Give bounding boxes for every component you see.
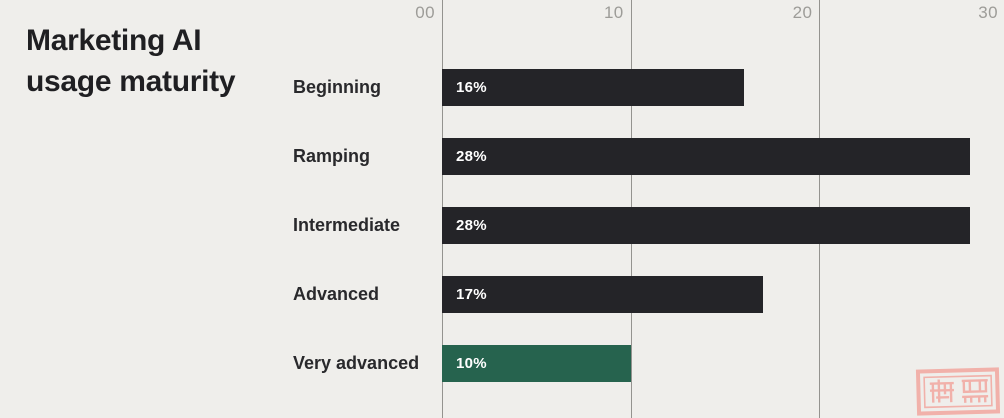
tick-label-10: 10: [603, 3, 624, 22]
bar-value-label: 16%: [456, 79, 487, 96]
bar-value-label: 28%: [456, 148, 487, 165]
bar-row: Beginning 16%: [0, 69, 1004, 106]
bar-row: Ramping 28%: [0, 138, 1004, 175]
category-label: Ramping: [293, 146, 371, 166]
tick-label-20: 20: [792, 3, 813, 22]
bar-value-label: 10%: [456, 355, 487, 372]
chart-title-line1: Marketing AI: [26, 24, 202, 57]
chart-title-line2: usage maturity: [26, 65, 236, 98]
bar: 17%: [442, 276, 763, 313]
bar: 10%: [442, 345, 631, 382]
bar-row: Intermediate 28%: [0, 207, 1004, 244]
bar: 28%: [442, 207, 970, 244]
category-label: Intermediate: [293, 215, 401, 235]
bar-row: Very advanced 10%: [0, 345, 1004, 382]
bar: 16%: [442, 69, 744, 106]
tick-label-00: 00: [415, 3, 435, 22]
bar-value-label: 17%: [456, 286, 487, 303]
category-label: Beginning: [293, 77, 381, 97]
seal-stamp-watermark: [915, 367, 1001, 416]
tick-label-30: 30: [978, 3, 998, 22]
bar: 28%: [442, 138, 970, 175]
chart-title: Marketing AI usage maturity: [26, 20, 236, 102]
category-label: Advanced: [293, 284, 380, 304]
category-label: Very advanced: [293, 353, 420, 373]
bar-row: Advanced 17%: [0, 276, 1004, 313]
bar-value-label: 28%: [456, 217, 487, 234]
